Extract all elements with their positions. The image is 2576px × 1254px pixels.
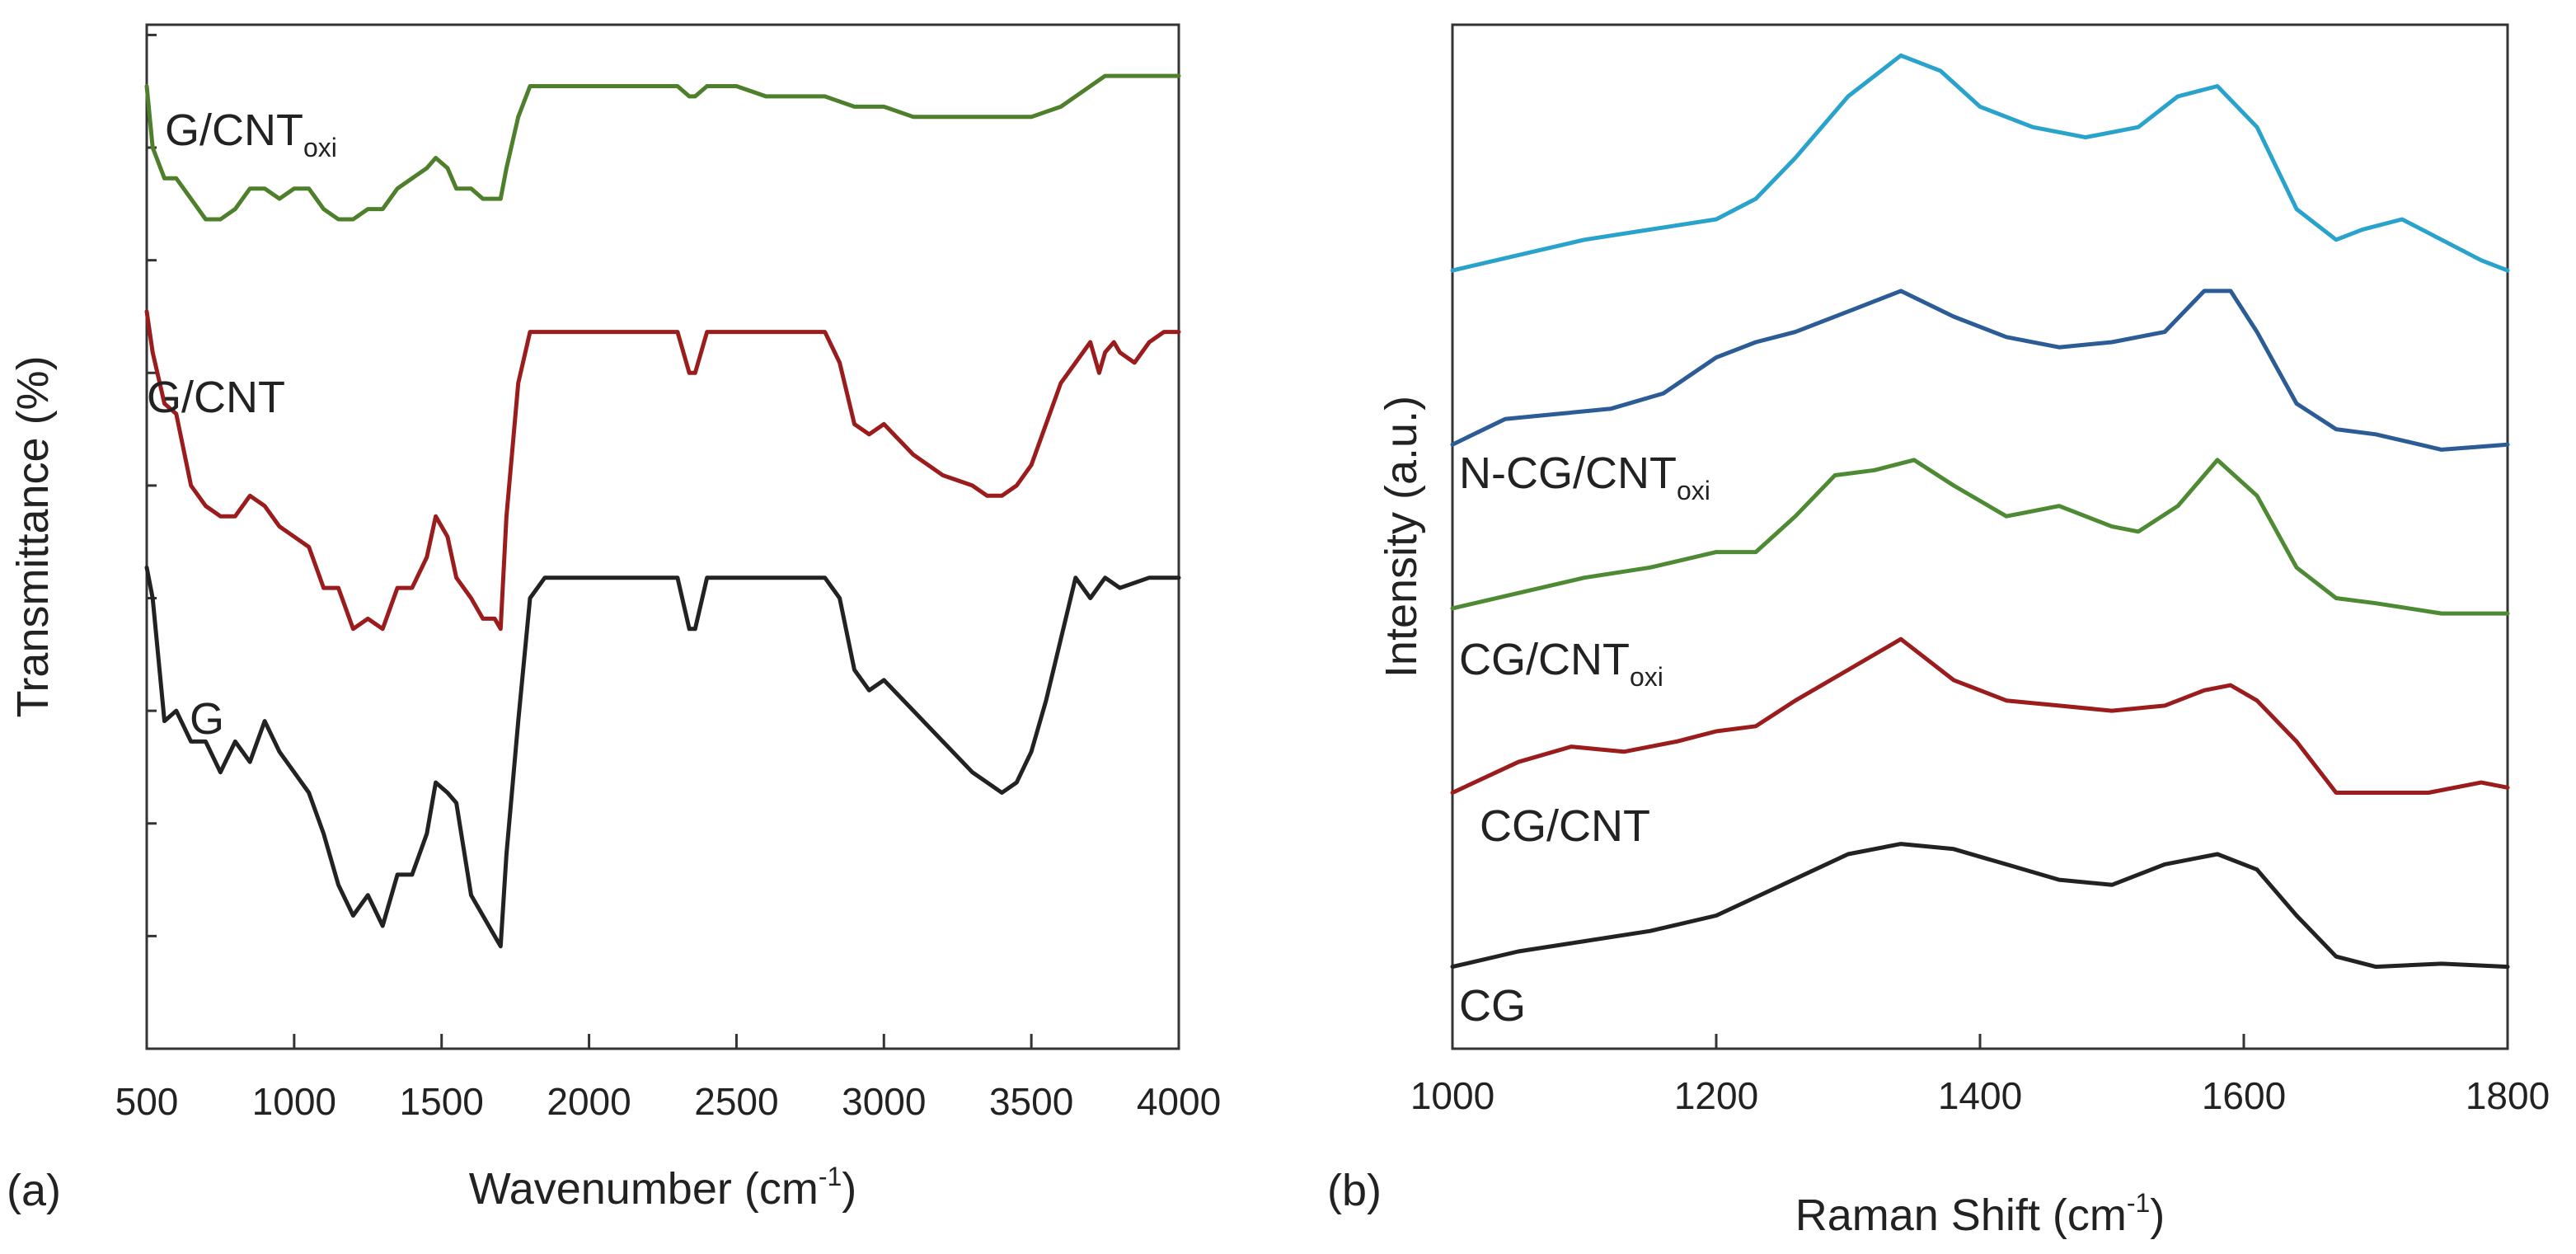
series-label: CG bbox=[1459, 981, 1526, 1031]
series-label: G/CNT bbox=[147, 373, 285, 422]
x-tick-label: 3500 bbox=[989, 1080, 1073, 1123]
x-tick-label: 4000 bbox=[1137, 1080, 1221, 1123]
x-tick-label: 2500 bbox=[694, 1080, 778, 1123]
series-line bbox=[1450, 53, 2510, 273]
x-tick-label: 3000 bbox=[842, 1080, 926, 1123]
series-line bbox=[144, 565, 1181, 949]
x-axis-label: Wavenumber (cm-1) bbox=[469, 1162, 857, 1214]
x-tick-label: 1600 bbox=[2202, 1074, 2286, 1117]
x-tick-label: 1500 bbox=[400, 1080, 484, 1123]
plot-frame bbox=[1451, 23, 2509, 1050]
series-line bbox=[144, 73, 1181, 222]
panel-label: (a) bbox=[7, 1166, 61, 1215]
series-label: CG/CNToxi bbox=[1459, 635, 1663, 692]
x-tick-label: 2000 bbox=[547, 1080, 631, 1123]
x-tick-label: 1800 bbox=[2466, 1074, 2550, 1117]
panel-b-chart: 1000 1200 1400 1600 1800 Raman Shift (cm-1) In… bbox=[1327, 23, 2550, 1240]
y-axis-label: Transmittance (%) bbox=[8, 355, 58, 717]
series-label: CG/CNT bbox=[1480, 801, 1650, 851]
series-line bbox=[1450, 842, 2510, 970]
y-axis-label: Intensity (a.u.) bbox=[1377, 396, 1426, 678]
x-axis-label: Raman Shift (cm-1) bbox=[1795, 1188, 2165, 1240]
panel-a-chart: 500 1000 1500 2000 2500 3000 3500 4000 Wavenumbe… bbox=[7, 23, 1221, 1215]
series-label: N-CG/CNToxi bbox=[1459, 449, 1710, 505]
series-line bbox=[1450, 458, 2510, 616]
series-line bbox=[1450, 636, 2510, 795]
series-label: G/CNToxi bbox=[165, 106, 337, 162]
panel-label: (b) bbox=[1327, 1166, 1382, 1215]
x-tick-label: 1000 bbox=[252, 1080, 336, 1123]
x-tick-label: 1400 bbox=[1938, 1074, 2022, 1117]
x-tick-label: 1000 bbox=[1410, 1074, 1494, 1117]
series-line bbox=[144, 309, 1181, 632]
plot-frame bbox=[145, 23, 1180, 1050]
series-label: G bbox=[190, 694, 224, 744]
x-tick-label: 1200 bbox=[1674, 1074, 1758, 1117]
x-tick-label: 500 bbox=[115, 1080, 179, 1123]
series-line bbox=[1450, 289, 2510, 452]
